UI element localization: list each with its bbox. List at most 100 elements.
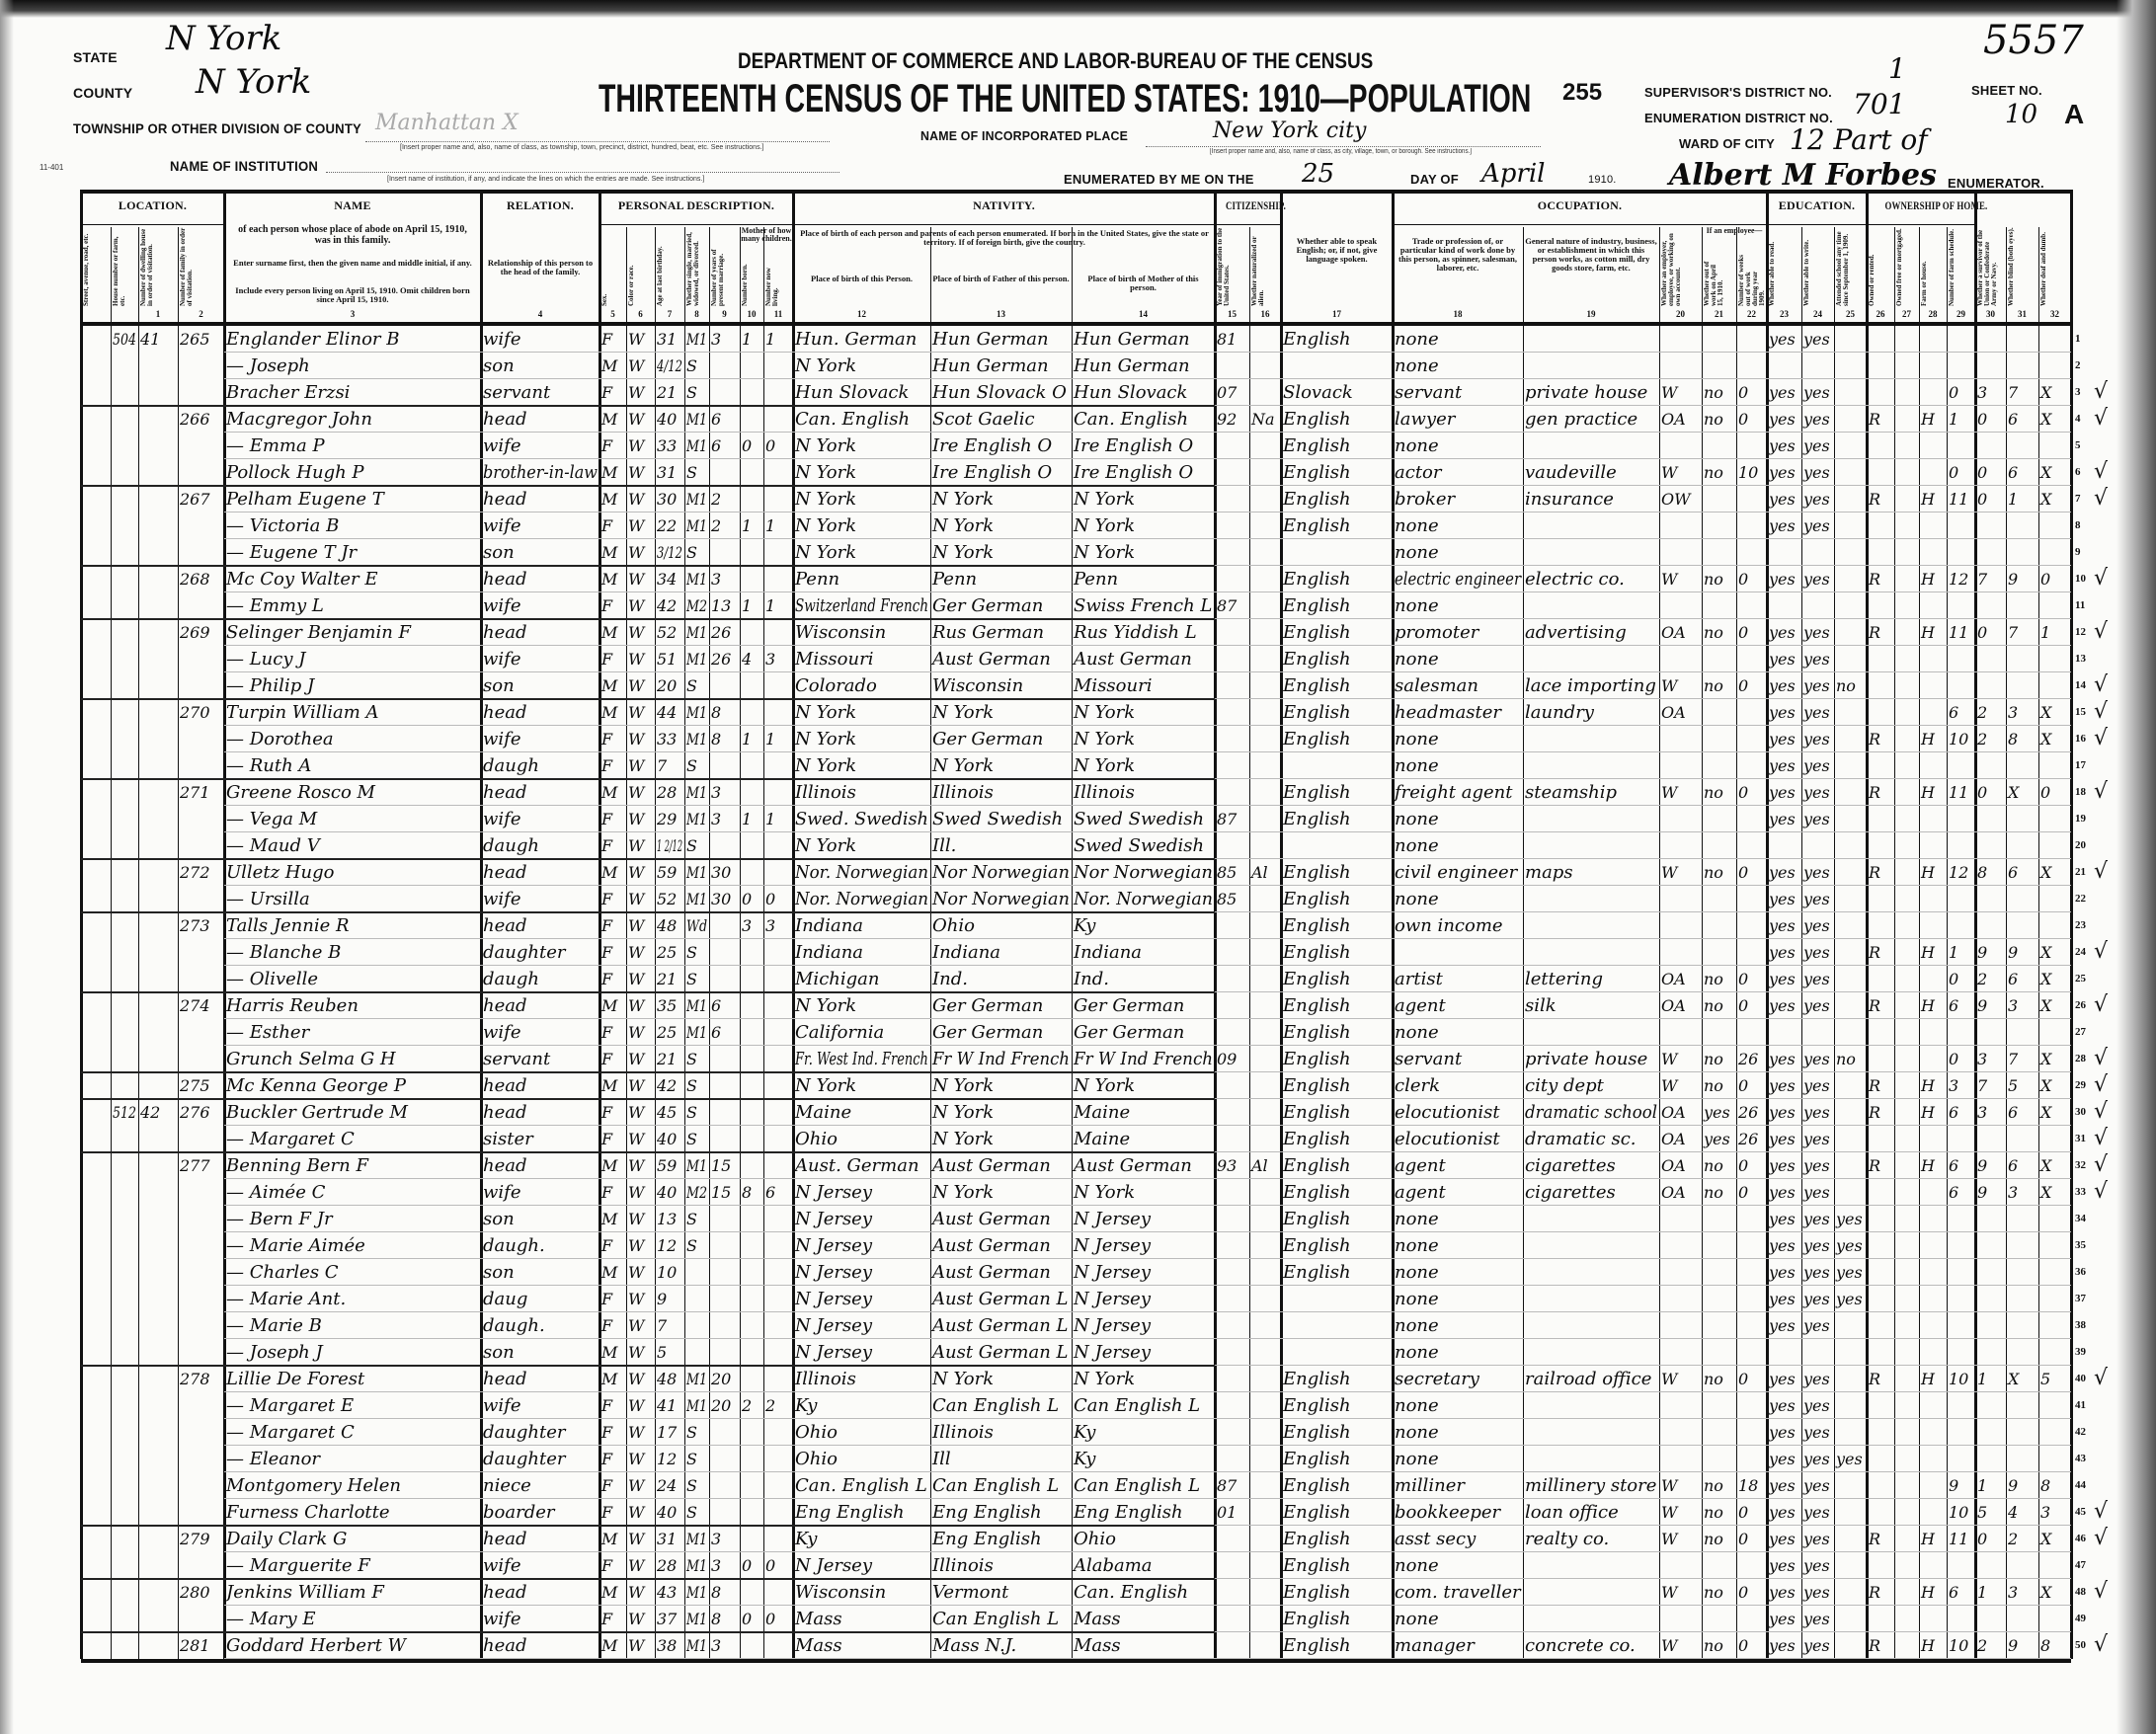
cell-marital: S	[686, 756, 697, 775]
cell-born: 1	[742, 596, 753, 615]
column-number: 10	[747, 309, 757, 319]
cell-immig: 85	[1217, 863, 1238, 882]
cell-name: Daily Clark G	[226, 1529, 348, 1549]
cell-name: Furness Charlotte	[226, 1502, 390, 1523]
cell-name: Macgregor John	[226, 409, 372, 430]
cell-yrs-married: 20	[711, 1396, 732, 1415]
row-rule	[224, 965, 2071, 966]
cell-trade: agent	[1395, 1155, 1446, 1176]
cell-color: W	[628, 836, 645, 855]
cell-color: W	[628, 650, 645, 669]
cell-trade: artist	[1395, 969, 1443, 989]
cell-weeks: 0	[1738, 1530, 1749, 1548]
column-number: 32	[2050, 309, 2059, 319]
cell-family: 277	[180, 1156, 210, 1175]
cell-read: yes	[1769, 1316, 1796, 1335]
cell-relation: wife	[483, 435, 521, 456]
cell-marital: S	[686, 463, 697, 482]
cell-trade: none	[1395, 542, 1439, 563]
header-education: EDUCATION.	[1778, 198, 1856, 212]
cell-name: — Philip J	[226, 675, 315, 696]
cell-father: Mass N.J.	[932, 1635, 1017, 1656]
cell-sex: F	[601, 1023, 613, 1042]
column-divider	[1702, 227, 1703, 1659]
column-divider	[2006, 227, 2007, 1659]
cell-employer: OA	[1661, 996, 1686, 1015]
cell-relation: daugh	[483, 755, 539, 776]
cell-employer: W	[1661, 1636, 1678, 1655]
column-divider	[684, 227, 685, 1659]
cell-relation: daugh	[483, 969, 539, 989]
cell-mother: N York	[1074, 515, 1136, 536]
cell-color: W	[628, 1503, 645, 1522]
cell-age: 25	[657, 943, 678, 962]
cell-relation: head	[483, 622, 527, 643]
cell-trade: none	[1395, 755, 1439, 776]
cell-marital: M2	[686, 596, 708, 615]
cell-code31: 6	[2008, 1103, 2019, 1122]
cell-family: 273	[180, 916, 210, 935]
cell-industry: millinery store	[1525, 1475, 1657, 1496]
cell-trade: none	[1395, 1235, 1439, 1256]
column-number: 12	[857, 309, 866, 319]
cell-living: 0	[765, 1556, 776, 1575]
cell-out: no	[1704, 1583, 1723, 1602]
cell-employer: OA	[1661, 1183, 1686, 1202]
cell-birth: Indiana	[795, 942, 864, 963]
column-divider	[1659, 227, 1660, 1659]
cell-employer: W	[1661, 463, 1678, 482]
cell-farm-house: H	[1921, 1636, 1935, 1655]
family-separator	[81, 778, 1215, 780]
cell-weeks: 0	[1738, 383, 1749, 402]
cell-name: Mc Kenna George P	[226, 1075, 406, 1096]
column-divider	[1280, 190, 1283, 1659]
cell-marital: S	[686, 1503, 697, 1522]
cell-birth: N York	[795, 435, 857, 456]
header-out: Whether out of work on April 15, 1910.	[1703, 261, 1724, 306]
cell-age: 42	[657, 596, 678, 615]
cell-mother: Ohio	[1074, 1529, 1116, 1549]
cell-marital: M1	[686, 783, 708, 802]
column-divider	[930, 227, 931, 1659]
cell-father: Eng English	[932, 1502, 1042, 1523]
cell-code32: X	[2040, 996, 2052, 1015]
cell-sex: F	[601, 1503, 613, 1522]
cell-write: yes	[1803, 703, 1830, 722]
cell-color: W	[628, 783, 645, 802]
relation-desc: Relationship of this person to the head …	[487, 258, 594, 276]
cell-sex: M	[601, 1210, 618, 1228]
cell-code30: 0	[1977, 410, 1988, 429]
group-underline	[81, 224, 224, 225]
cell-trade: servant	[1395, 382, 1463, 403]
cell-relation: daug	[483, 1289, 528, 1309]
cell-read: yes	[1769, 810, 1796, 828]
line-number: 43	[2075, 1453, 2086, 1464]
header-relation: RELATION.	[507, 198, 574, 212]
line-number: 22	[2075, 893, 2086, 905]
row-rule	[224, 1471, 2071, 1472]
check-mark-icon: √	[2094, 1632, 2109, 1657]
line-number: 38	[2075, 1319, 2086, 1331]
cell-code30: 0	[1977, 490, 1988, 509]
cell-employer: W	[1661, 1050, 1678, 1068]
cell-sex: F	[601, 516, 613, 535]
cell-school: yes	[1836, 1236, 1863, 1255]
cell-birth: N Jersey	[795, 1555, 873, 1576]
line-number: 31	[2075, 1133, 2086, 1144]
check-mark-icon: √	[2094, 992, 2109, 1017]
cell-farm-house: H	[1921, 490, 1935, 509]
cell-code32: X	[2040, 490, 2052, 509]
cell-code32: X	[2040, 1183, 2052, 1202]
cell-farm-house: H	[1921, 783, 1935, 802]
cell-code29: 6	[1949, 1103, 1959, 1122]
line-number: 4	[2075, 413, 2081, 425]
cell-birth: Mass	[795, 1609, 842, 1629]
cell-code30: 3	[1977, 383, 1988, 402]
cell-industry: lace importing	[1525, 675, 1656, 696]
cell-code31: 6	[2008, 970, 2019, 988]
township-label: Township or other division of county	[73, 120, 361, 136]
cell-color: W	[628, 596, 645, 615]
cell-color: W	[628, 463, 645, 482]
cell-color: W	[628, 570, 645, 589]
cell-yrs-married: 3	[711, 570, 722, 589]
